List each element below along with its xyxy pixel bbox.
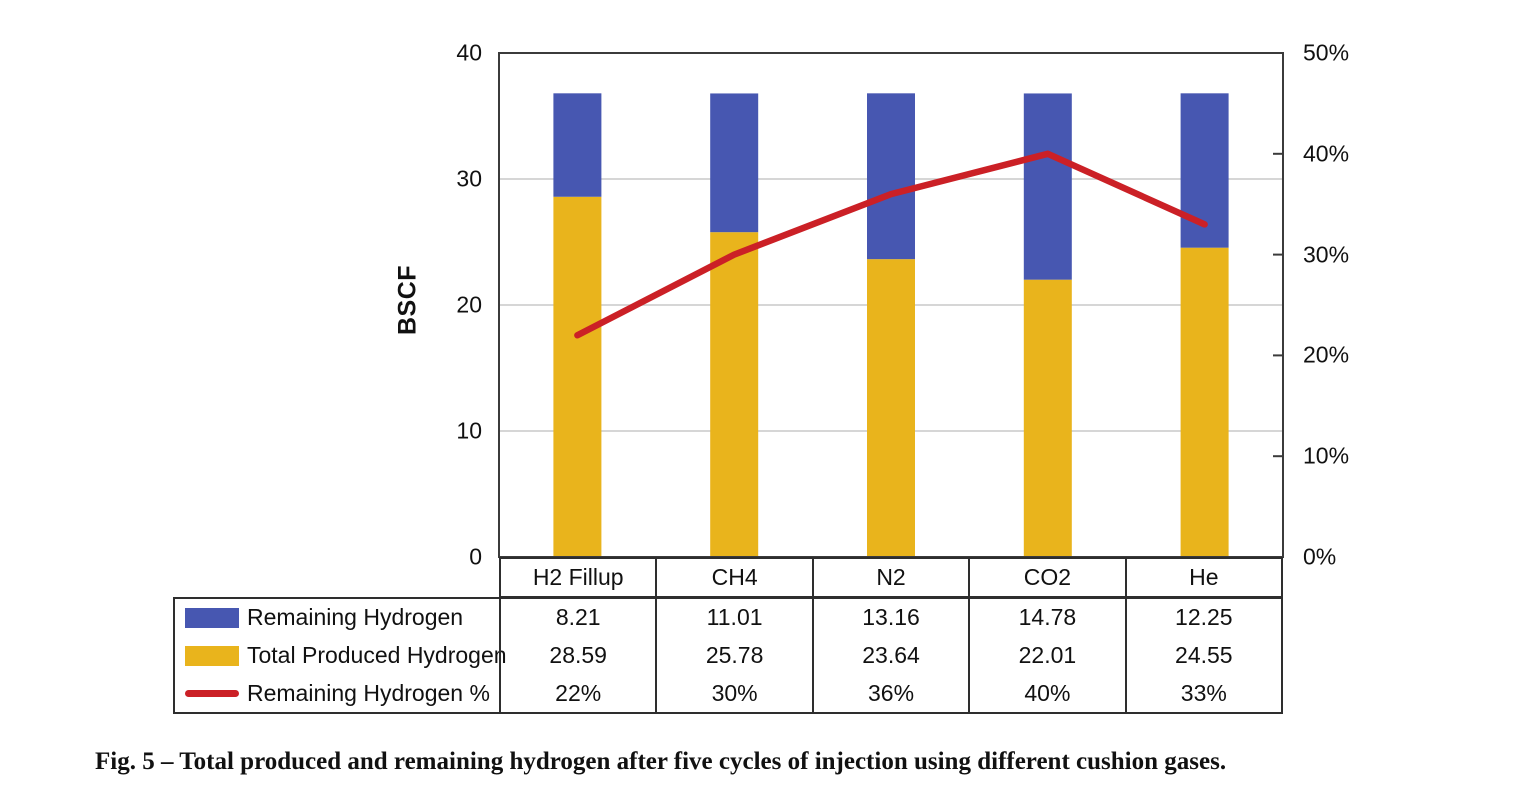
table-value-cell: 13.16 xyxy=(811,599,968,637)
value-cells-total-produced-hydrogen: 28.59 25.78 23.64 22.01 24.55 xyxy=(499,636,1281,675)
table-value-cell: 28.59 xyxy=(499,636,655,675)
table-row-total-produced-hydrogen: Total Produced Hydrogen 28.59 25.78 23.64 2… xyxy=(175,636,1281,675)
category-header-cell: CO2 xyxy=(968,559,1124,596)
value-cells-remaining-hydrogen: 8.21 11.01 13.16 14.78 12.25 xyxy=(499,599,1281,637)
left-axis-tick-label: 20 xyxy=(456,291,482,318)
legend-item-total-produced-hydrogen: Total Produced Hydrogen xyxy=(175,637,507,675)
bar-total-produced-hydrogen xyxy=(1023,279,1072,557)
category-header-cell: He xyxy=(1124,559,1281,596)
table-value-cell: 22% xyxy=(499,674,655,713)
bar-remaining-hydrogen xyxy=(710,93,759,233)
table-value-cell: 36% xyxy=(811,674,968,713)
right-axis-tick-label: 40% xyxy=(1303,140,1350,167)
table-value-cell: 24.55 xyxy=(1124,636,1281,675)
legend-item-remaining-hydrogen-percent: Remaining Hydrogen % xyxy=(175,674,499,712)
table-value-cell: 40% xyxy=(968,674,1124,713)
right-axis-tick-label: 20% xyxy=(1303,341,1350,368)
bar-total-produced-hydrogen xyxy=(553,196,602,558)
bar-remaining-hydrogen xyxy=(553,93,602,197)
legend-label: Total Produced Hydrogen xyxy=(247,642,507,668)
left-axis-tick-label: 30 xyxy=(456,165,482,192)
right-axis-tick-label: 50% xyxy=(1303,39,1350,66)
legend-data-table: Remaining Hydrogen 8.21 11.01 13.16 14.78 12… xyxy=(173,597,1283,714)
table-value-cell: 23.64 xyxy=(811,636,968,675)
right-axis-tick-label: 0% xyxy=(1303,543,1337,570)
table-value-cell: 12.25 xyxy=(1124,599,1281,637)
legend-label: Remaining Hydrogen xyxy=(247,604,464,631)
remaining-hydrogen-percent-line xyxy=(574,150,1208,339)
table-value-cell: 14.78 xyxy=(968,599,1124,637)
table-value-cell: 25.78 xyxy=(655,636,811,675)
table-value-cell: 33% xyxy=(1124,674,1281,713)
bar-total-produced-hydrogen xyxy=(710,232,759,557)
left-axis-title: BSCF xyxy=(393,264,422,336)
category-header-row: H2 Fillup CH4 N2 CO2 He xyxy=(499,557,1283,598)
total-produced-hydrogen-swatch-icon xyxy=(185,645,239,666)
remaining-hydrogen-percent-line-icon xyxy=(185,689,239,697)
bar-total-produced-hydrogen xyxy=(867,259,915,557)
table-value-cell: 11.01 xyxy=(655,599,811,637)
left-axis-tick-label: 10 xyxy=(456,417,482,444)
table-row-remaining-hydrogen: Remaining Hydrogen 8.21 11.01 13.16 14.78 12… xyxy=(175,599,1281,637)
legend-label: Remaining Hydrogen % xyxy=(247,679,490,706)
table-value-cell: 30% xyxy=(655,674,811,713)
table-value-cell: 22.01 xyxy=(968,636,1124,675)
bar-remaining-hydrogen xyxy=(867,93,915,260)
table-row-remaining-hydrogen-percent: Remaining Hydrogen % 22% 30% 36% 40% 33% xyxy=(175,674,1281,713)
value-cells-remaining-hydrogen-percent: 22% 30% 36% 40% 33% xyxy=(499,674,1281,713)
left-axis-tick-label: 0 xyxy=(469,543,482,570)
remaining-hydrogen-swatch-icon xyxy=(185,607,239,628)
bar-total-produced-hydrogen xyxy=(1180,247,1229,558)
right-axis-tick-label: 10% xyxy=(1303,442,1350,469)
legend-item-remaining-hydrogen: Remaining Hydrogen xyxy=(175,599,499,637)
category-header-cell: H2 Fillup xyxy=(532,564,624,590)
bar-remaining-hydrogen xyxy=(1023,93,1072,280)
table-value-cell: 8.21 xyxy=(499,599,655,637)
left-axis-tick-label: 40 xyxy=(456,39,482,66)
right-axis-tick-label: 30% xyxy=(1303,241,1350,268)
figure-caption: Fig. 5 – Total produced and remaining hy… xyxy=(95,748,1227,775)
category-header-cell: N2 xyxy=(811,559,968,596)
category-header-cell: CH4 xyxy=(655,559,811,596)
